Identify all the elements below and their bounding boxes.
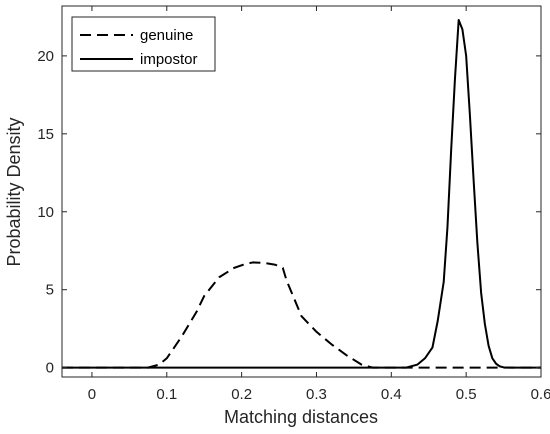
y-axis-label: Probability Density [4,117,24,266]
y-tick-label: 10 [37,204,54,221]
y-tick-label: 20 [37,48,54,65]
x-tick-label: 0.1 [156,386,177,403]
series-layer [62,19,541,369]
y-tick-label: 15 [37,126,54,143]
series-line-impostor [62,19,541,369]
x-tick-label: 0.5 [456,386,477,403]
x-tick-label: 0.6 [531,386,550,403]
x-tick-label: 0.3 [306,386,327,403]
y-tick-label: 0 [46,360,54,377]
legend-label-genuine: genuine [140,27,193,44]
y-tick-label: 5 [46,282,54,299]
x-tick-label: 0 [88,386,96,403]
legend: genuine impostor [71,16,216,72]
x-tick-label: 0.4 [381,386,402,403]
y-axis-ticks: 0 5 10 15 20 [37,48,541,377]
x-tick-label: 0.2 [231,386,252,403]
x-axis-label: Matching distances [224,407,378,427]
x-axis-ticks: 0 0.1 0.2 0.3 0.4 0.5 0.6 [88,6,550,403]
legend-box [71,16,216,72]
legend-label-impostor: impostor [140,51,198,68]
series-line-genuine [62,261,541,369]
